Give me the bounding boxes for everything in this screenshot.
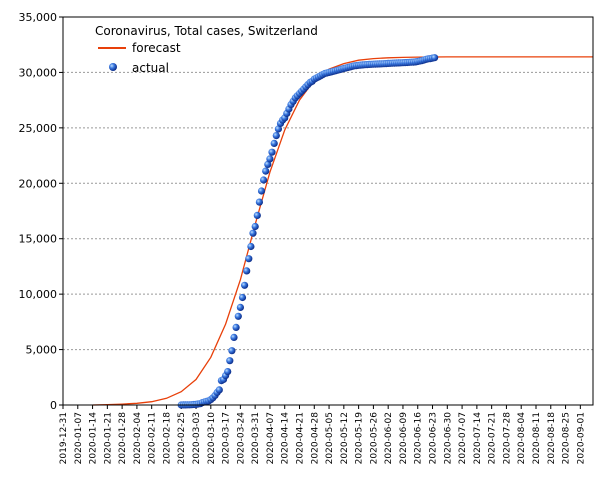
y-tick-label: 25,000 (19, 122, 58, 135)
x-tick-label: 2020-07-28 (502, 412, 512, 465)
actual-point (255, 198, 263, 206)
y-tick-label: 30,000 (19, 66, 58, 79)
actual-point (274, 125, 282, 133)
actual-point (224, 368, 232, 376)
x-tick-label: 2020-08-18 (547, 412, 557, 465)
legend: Coronavirus, Total cases, Switzerland fo… (95, 24, 318, 75)
x-tick-label: 2020-01-07 (74, 412, 84, 464)
actual-point (270, 139, 278, 147)
x-tick-label: 2020-02-04 (133, 412, 143, 465)
x-tick-label: 2020-03-31 (251, 412, 261, 464)
actual-point (262, 167, 270, 175)
x-axis: 2019-12-31 2020-01-07 2020-01-14 2020-01-21… (59, 405, 586, 464)
grid-lines (63, 71, 593, 351)
x-tick-label: 2020-04-14 (281, 412, 291, 465)
legend-forecast-label: forecast (132, 41, 181, 55)
x-tick-label: 2020-09-01 (576, 412, 586, 464)
actual-point (245, 255, 253, 263)
actual-point (431, 54, 439, 62)
x-tick-label: 2020-08-25 (562, 412, 572, 464)
actual-point (249, 229, 257, 237)
x-tick-label: 2020-05-26 (369, 412, 379, 465)
forecast-series (92, 56, 593, 406)
actual-point (230, 333, 238, 341)
actual-point (232, 323, 240, 331)
actual-point (247, 242, 255, 251)
actual-point (272, 132, 280, 140)
y-tick-label: 5,000 (26, 344, 58, 357)
actual-point (215, 386, 223, 394)
x-tick-label: 2020-04-07 (266, 412, 276, 464)
legend-actual-label: actual (132, 61, 169, 75)
x-tick-label: 2020-05-12 (340, 412, 350, 464)
x-tick-label: 2020-04-28 (310, 412, 320, 465)
x-tick-label: 2020-08-04 (517, 412, 527, 465)
y-axis: 0 5,000 10,000 15,000 20,000 25,000 30,000 35,0… (19, 11, 63, 412)
actual-series (177, 54, 439, 409)
y-tick-label: 35,000 (19, 11, 58, 24)
y-tick-label: 10,000 (19, 288, 58, 301)
x-tick-label: 2020-04-21 (295, 412, 305, 464)
actual-point (253, 211, 261, 219)
x-tick-label: 2020-06-30 (443, 412, 453, 465)
x-tick-label: 2020-03-03 (192, 412, 202, 464)
y-tick-label: 20,000 (19, 177, 58, 190)
x-tick-label: 2020-01-28 (118, 412, 128, 465)
x-tick-label: 2020-06-09 (399, 412, 409, 465)
x-tick-label: 2020-07-14 (473, 412, 483, 465)
x-tick-label: 2020-07-07 (458, 412, 468, 464)
actual-point (268, 148, 276, 156)
x-tick-label: 2020-06-02 (384, 412, 394, 464)
actual-point (243, 267, 251, 275)
y-tick-label: 0 (50, 399, 57, 412)
actual-point (251, 222, 259, 231)
actual-point (234, 312, 242, 320)
x-tick-label: 2020-01-21 (103, 412, 113, 464)
x-tick-label: 2020-05-19 (355, 412, 365, 465)
x-tick-label: 2020-01-14 (89, 412, 99, 465)
actual-point (241, 281, 249, 289)
actual-point (257, 187, 266, 195)
x-tick-label: 2020-08-11 (532, 412, 542, 464)
x-tick-label: 2020-03-24 (236, 412, 246, 465)
legend-actual-swatch (109, 63, 117, 71)
x-tick-label: 2020-05-05 (325, 412, 335, 464)
y-tick-label: 15,000 (19, 233, 58, 246)
chart-title: Coronavirus, Total cases, Switzerland (95, 24, 318, 38)
actual-point (236, 303, 244, 311)
actual-point (260, 176, 268, 184)
x-tick-label: 2020-03-17 (222, 412, 232, 464)
plot-frame (62, 16, 594, 406)
x-tick-label: 2020-02-25 (177, 412, 187, 464)
x-tick-label: 2020-07-21 (488, 412, 498, 464)
actual-point (228, 347, 236, 355)
actual-point (264, 160, 272, 168)
x-tick-label: 2020-06-16 (414, 412, 424, 465)
x-tick-label: 2020-06-23 (429, 412, 439, 464)
actual-point (226, 357, 234, 365)
forecast-line (92, 56, 593, 406)
x-tick-label: 2020-02-11 (148, 412, 158, 464)
actual-point (266, 155, 274, 163)
actual-point (238, 293, 247, 302)
x-tick-label: 2020-02-18 (162, 412, 172, 465)
x-tick-label: 2019-12-31 (59, 412, 69, 464)
x-tick-label: 2020-03-10 (207, 412, 217, 465)
